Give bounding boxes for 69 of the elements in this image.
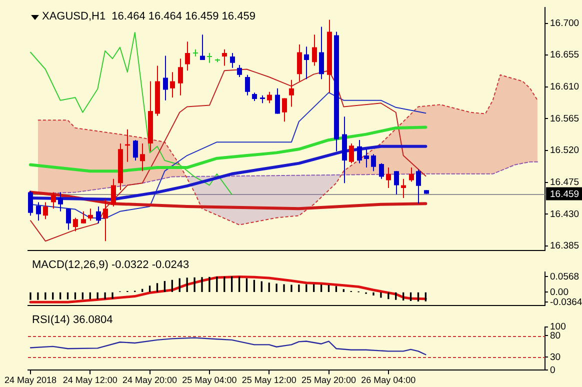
candlestick (230, 52, 235, 68)
y-tick-label: 16.430 (550, 208, 580, 220)
candlestick (386, 167, 391, 189)
candlestick (312, 34, 317, 66)
candlestick (357, 139, 362, 164)
candlestick (43, 202, 48, 220)
candlestick (51, 192, 56, 210)
candlestick (289, 79, 294, 108)
y-tick-label: 0.0568 (550, 271, 580, 282)
candlestick (73, 217, 78, 232)
candlestick (36, 202, 41, 222)
candlestick (319, 26, 324, 80)
candlestick (237, 64, 242, 78)
candlestick (409, 167, 414, 182)
candlestick (81, 210, 86, 224)
candlestick (96, 206, 101, 224)
y-tick-label: 16.475 (550, 177, 580, 188)
candlestick (275, 88, 280, 114)
y-tick-label: 16.565 (550, 113, 580, 124)
candlestick (163, 55, 168, 101)
candlestick (364, 148, 369, 168)
candlestick (282, 98, 287, 122)
y-tick-label: 16.385 (550, 240, 580, 252)
candlestick (267, 91, 272, 104)
x-tick-label: 25 May 20:00 (301, 375, 356, 386)
candlestick (103, 198, 108, 242)
chart-title: RSI(14) 36.0804 (32, 314, 113, 326)
candlestick (185, 41, 190, 72)
y-tick-label: 0 (550, 364, 556, 376)
chart-title: MACD(12,26,9) -0.0322 -0.0243 (32, 259, 190, 272)
candlestick (133, 139, 138, 161)
x-tick-label: 26 May 04:00 (361, 375, 416, 386)
candlestick (200, 34, 205, 61)
x-tick-label: 24 May 2018 (4, 375, 57, 386)
y-tick-label: 16.700 (550, 18, 580, 29)
x-tick-label: 24 May 20:00 (122, 375, 178, 386)
y-tick-label: -0.0364 (550, 296, 582, 308)
candlestick (222, 48, 227, 66)
x-tick-label: 25 May 12:00 (242, 375, 296, 386)
candlestick (401, 178, 406, 198)
y-tick-label: 80 (550, 330, 561, 342)
candlestick (394, 170, 399, 195)
candlestick (207, 52, 212, 64)
candlestick (140, 143, 145, 172)
x-tick-label: 25 May 04:00 (182, 375, 237, 386)
y-tick-label: 0.00 (550, 286, 568, 298)
y-tick-label: 16.520 (550, 145, 580, 156)
y-tick-label: 100 (550, 322, 566, 333)
y-tick-label: 16.610 (550, 82, 580, 93)
candlestick (66, 208, 71, 230)
y-tick-label: 30 (550, 352, 561, 363)
candlestick (349, 143, 354, 164)
candlestick (416, 169, 421, 204)
candlestick (170, 72, 175, 98)
candlestick (245, 74, 250, 96)
candlestick (304, 46, 309, 80)
y-tick-label: 16.655 (550, 50, 580, 61)
candlestick (178, 58, 183, 96)
candlestick (28, 190, 33, 216)
candlestick (58, 192, 63, 212)
x-tick-label: 24 May 12:00 (62, 375, 118, 386)
candlestick (297, 44, 302, 82)
candlestick (111, 178, 116, 207)
candlestick (88, 208, 93, 222)
ref-line-label: 16.459 (550, 188, 580, 200)
chart-title: XAGUSD,H1 16.464 16.464 16.459 16.459 (42, 10, 256, 23)
candlestick (371, 154, 376, 172)
candlestick (125, 128, 130, 162)
candlestick (379, 162, 384, 180)
